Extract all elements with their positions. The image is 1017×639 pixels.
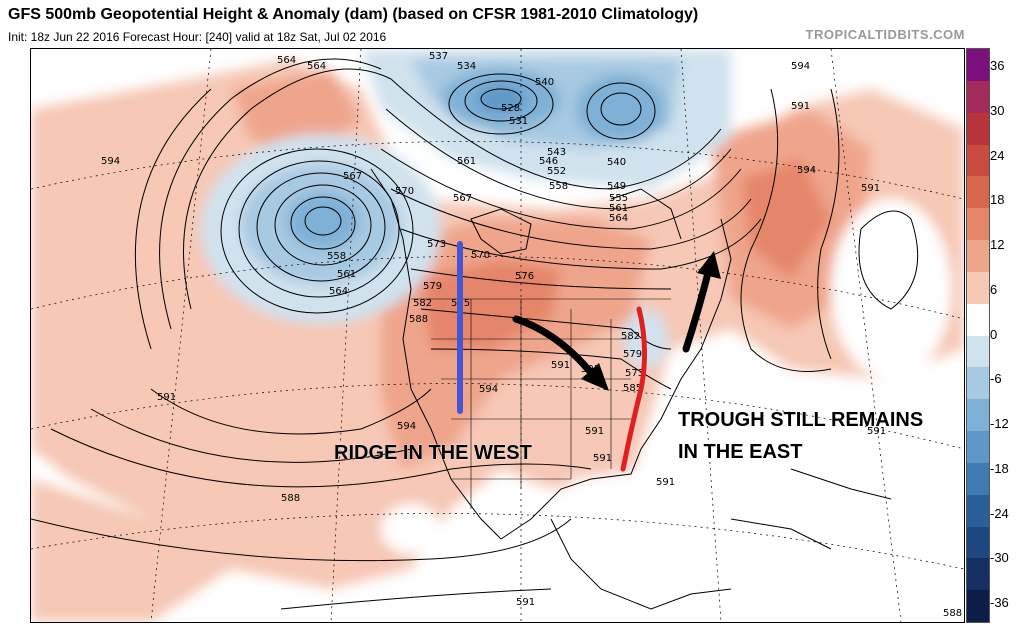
- contour-label: 528: [501, 103, 520, 114]
- contour-label: 591: [867, 426, 886, 437]
- contour-label: 537: [429, 51, 448, 62]
- colorbar-label: -30: [990, 550, 1009, 566]
- contour-label: 594: [797, 165, 816, 176]
- contour-label: 567: [343, 171, 362, 182]
- contour-label: 558: [327, 251, 346, 262]
- contour-label: 591: [791, 101, 810, 112]
- contour-label: 579: [423, 281, 442, 292]
- contour-label: 585: [623, 383, 642, 394]
- colorbar-label: -6: [990, 371, 1002, 387]
- contour-label: 582: [621, 331, 640, 342]
- contour-label: 582: [413, 298, 432, 309]
- contour-label: 564: [329, 286, 348, 297]
- contour-label: 564: [307, 61, 326, 72]
- colorbar-label: 36: [990, 58, 1005, 73]
- contour-label: 531: [509, 116, 528, 127]
- colorbar-segment: [967, 176, 989, 209]
- colorbar-segment: [967, 590, 989, 623]
- height-contours: [31, 58, 919, 610]
- contour-label: 576: [515, 271, 534, 282]
- colorbar-segment: [967, 303, 989, 336]
- contour-label: 549: [607, 181, 626, 192]
- map-canvas: 5375345405285315435465525585405495555615…: [31, 49, 964, 622]
- political-borders: [411, 298, 671, 509]
- contour-label: 591: [656, 477, 675, 488]
- colorbar-label: 0: [990, 326, 998, 342]
- contour-label: 591: [585, 426, 604, 437]
- colorbar-segment: [967, 494, 989, 527]
- contour-label: 573: [427, 239, 446, 250]
- contour-label: 534: [457, 61, 476, 72]
- annotation-ridge-west: RIDGE IN THE WEST: [334, 442, 532, 464]
- colorbar-label: -36: [990, 595, 1009, 610]
- contour-label: 543: [547, 147, 566, 158]
- colorbar-segment: [967, 367, 989, 400]
- colorbar-segment: [967, 399, 989, 432]
- contour-label: 594: [101, 156, 120, 167]
- map-subtitle: Init: 18z Jun 22 2016 Forecast Hour: [24…: [8, 30, 387, 44]
- contour-label: 540: [607, 157, 626, 168]
- contour-label: 570: [395, 186, 414, 197]
- coastlines: [370, 168, 892, 610]
- colorbar-segment: [967, 208, 989, 241]
- annotation-trough-east-line2: IN THE EAST: [678, 441, 802, 463]
- contour-label: 540: [535, 77, 554, 88]
- contour-label: 567: [453, 193, 472, 204]
- colorbar-label: 18: [990, 192, 1005, 208]
- contour-label: 561: [609, 203, 628, 214]
- colorbar-segment: [967, 240, 989, 273]
- colorbar-segment: [967, 462, 989, 496]
- contour-label: 594: [791, 61, 810, 72]
- colorbar-segment: [967, 558, 989, 591]
- anomaly-colorbar: [966, 48, 990, 623]
- map-title: GFS 500mb Geopotential Height & Anomaly …: [8, 6, 699, 23]
- colorbar-segment: [967, 335, 989, 368]
- colorbar-segment: [967, 271, 989, 305]
- contour-label: 591: [551, 360, 570, 371]
- colorbar-segment: [967, 49, 989, 82]
- contour-label: 588: [409, 314, 428, 325]
- contour-label: 594: [397, 421, 416, 432]
- contour-labels: 5375345405285315435465525585405495555615…: [101, 51, 962, 619]
- colorbar-segment: [967, 431, 989, 464]
- colorbar-segment: [967, 80, 989, 114]
- colorbar-label: 30: [990, 102, 1005, 118]
- colorbar-segment: [967, 112, 989, 145]
- contour-label: 558: [549, 181, 568, 192]
- contour-label: 591: [861, 183, 880, 194]
- colorbar-label: -18: [990, 460, 1009, 476]
- contour-label: 594: [479, 384, 498, 395]
- contour-label: 591: [157, 392, 176, 403]
- contour-label: 591: [516, 597, 535, 608]
- contour-label: 561: [457, 156, 476, 167]
- contour-label: 561: [337, 269, 356, 280]
- contour-label: 591: [593, 453, 612, 464]
- source-credit: TROPICALTIDBITS.COM: [805, 27, 965, 42]
- anomaly-field: [31, 49, 964, 622]
- contour-label: 555: [609, 193, 628, 204]
- colorbar-segment: [967, 144, 989, 177]
- contour-label: 588: [281, 493, 300, 504]
- weather-map: 537 534 540 528 531 543 546 552 558 540 549 555 561 5…: [30, 48, 965, 623]
- colorbar-label: 6: [990, 281, 998, 297]
- graticule: [31, 49, 964, 622]
- flow-arrow-northeast: [682, 251, 721, 353]
- trough-axis-line: [620, 306, 648, 472]
- contour-label: 570: [471, 250, 490, 261]
- flow-arrow-southeast: [512, 315, 609, 391]
- colorbar-segment: [967, 526, 989, 559]
- contour-label: 588: [943, 608, 962, 619]
- contour-label: 564: [277, 55, 296, 66]
- contour-label: 564: [609, 213, 628, 224]
- contour-label: 552: [547, 166, 566, 177]
- contour-label: 546: [539, 156, 558, 167]
- colorbar-label: 12: [990, 237, 1005, 252]
- contour-label: 579: [623, 349, 642, 360]
- colorbar-label: -12: [990, 416, 1009, 431]
- contour-label: 573: [625, 368, 644, 379]
- colorbar-label: 24: [990, 147, 1005, 163]
- annotation-trough-east-line1: TROUGH STILL REMAINS: [678, 409, 923, 431]
- colorbar-label: -24: [990, 505, 1009, 521]
